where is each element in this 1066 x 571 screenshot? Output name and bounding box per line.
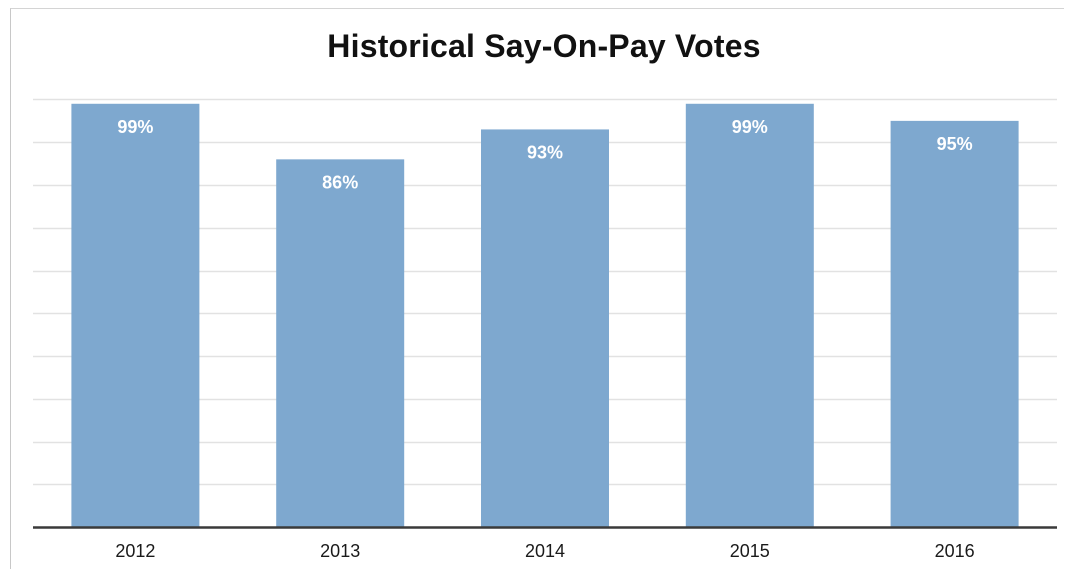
x-tick-label-2013: 2013 (320, 541, 360, 561)
data-label-2012: 99% (117, 117, 153, 137)
x-tick-label-2016: 2016 (935, 541, 975, 561)
chart-title: Historical Say-On-Pay Votes (327, 28, 761, 64)
data-label-2016: 95% (937, 134, 973, 154)
bar-2016 (890, 120, 1019, 527)
x-tick-label-2015: 2015 (730, 541, 770, 561)
bar-2013 (276, 159, 405, 527)
data-label-2015: 99% (732, 117, 768, 137)
data-label-2013: 86% (322, 172, 358, 192)
data-label-2014: 93% (527, 142, 563, 162)
x-tick-label-2012: 2012 (115, 541, 155, 561)
x-tick-label-2014: 2014 (525, 541, 565, 561)
bar-2014 (481, 129, 609, 528)
bar-2012 (71, 103, 200, 528)
bar-2015 (685, 103, 814, 528)
